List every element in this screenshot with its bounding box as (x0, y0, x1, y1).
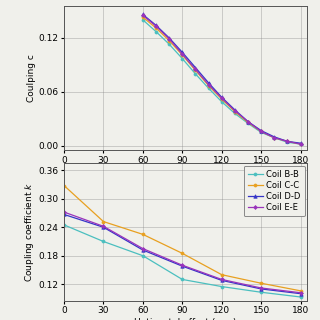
Y-axis label: Coulping c: Coulping c (27, 54, 36, 102)
Text: (a): (a) (177, 201, 194, 214)
X-axis label: Hotizontal offset (mm): Hotizontal offset (mm) (134, 168, 237, 177)
Y-axis label: Coupling coefficient $k$: Coupling coefficient $k$ (22, 182, 36, 282)
Legend: Coil B-B, Coil C-C, Coil D-D, Coil E-E: Coil B-B, Coil C-C, Coil D-D, Coil E-E (244, 166, 305, 216)
X-axis label: Hotizontal offset (mm): Hotizontal offset (mm) (134, 318, 237, 320)
